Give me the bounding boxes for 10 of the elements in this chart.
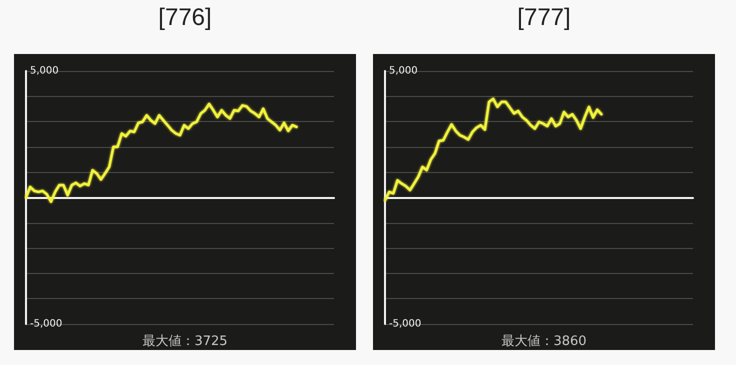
line-series — [384, 98, 603, 202]
line-series — [24, 102, 298, 204]
y-tick-label: 5,000 — [389, 66, 418, 76]
chart-title: [777] — [516, 4, 572, 32]
y-tick-label: -5,000 — [30, 318, 62, 330]
text: 最大値：3860 — [501, 334, 587, 349]
y-tick-label: 5,000 — [30, 66, 59, 76]
chart-title: [776] — [157, 4, 213, 32]
y-tick-label: -5,000 — [389, 318, 422, 330]
text: 最大値：3725 — [142, 334, 228, 349]
